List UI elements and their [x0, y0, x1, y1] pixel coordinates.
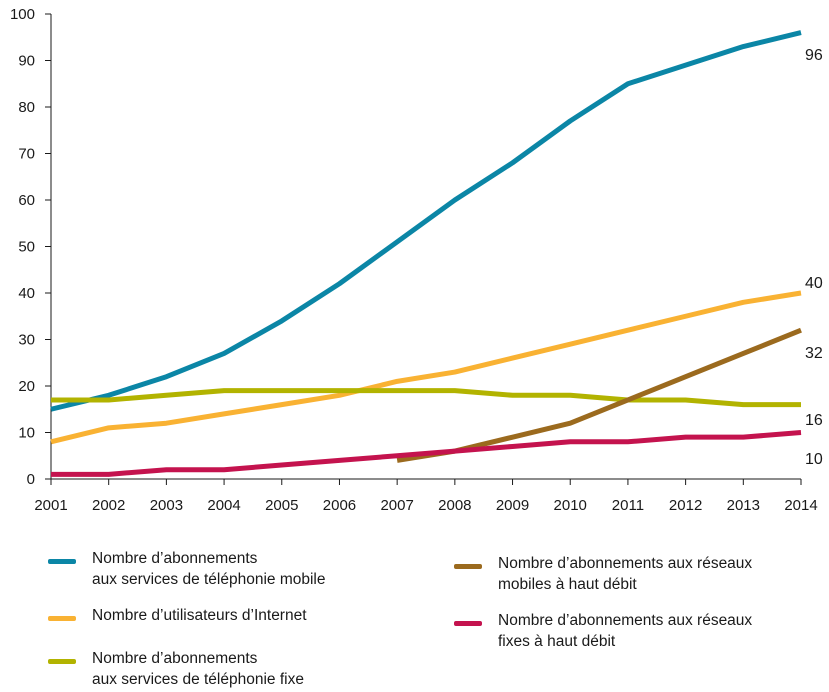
y-tick-label: 40: [18, 285, 35, 302]
x-tick-label: 2011: [612, 497, 644, 514]
y-tick-label: 100: [10, 6, 35, 23]
x-tick-label: 2009: [496, 497, 529, 514]
x-tick-label: 2007: [380, 497, 413, 514]
x-tick-label: 2013: [727, 497, 760, 514]
x-tick-label: 2003: [150, 497, 183, 514]
y-tick-label: 70: [18, 146, 35, 163]
series-line-0: [50, 30, 802, 412]
chart-axes: 0 10 20 30 40 50 60 70 80 90 100 2001 2002 2003 2004 20…: [10, 6, 818, 514]
y-tick-label: 80: [18, 99, 35, 116]
series-end-label-0: 96: [805, 47, 823, 64]
x-tick-label: 2010: [554, 497, 587, 514]
chart-end-labels: 96 40 16 32 10: [805, 47, 823, 468]
y-tick-label: 50: [18, 239, 35, 256]
x-tick-label: 2006: [323, 497, 356, 514]
x-tick-label: 2014: [784, 497, 817, 514]
x-tick-label: 2005: [265, 497, 298, 514]
x-tick-label: 2008: [438, 497, 471, 514]
series-end-label-2: 16: [805, 412, 823, 429]
y-tick-label: 90: [18, 53, 35, 70]
x-tick-label: 2002: [92, 497, 125, 514]
y-tick-label: 60: [18, 192, 35, 209]
series-end-label-1: 40: [805, 275, 823, 292]
series-end-label-3: 32: [805, 345, 823, 362]
y-tick-label: 10: [18, 425, 35, 442]
series-line-1: [50, 290, 802, 445]
y-tick-label: 30: [18, 332, 35, 349]
x-tick-label: 2012: [669, 497, 702, 514]
y-tick-label: 0: [27, 471, 35, 488]
series-end-label-4: 10: [805, 451, 823, 468]
x-tick-label: 2004: [207, 497, 240, 514]
x-tick-label: 2001: [34, 497, 67, 514]
series-line-4: [51, 430, 802, 477]
series-line-2: [51, 388, 801, 408]
y-tick-label: 20: [18, 378, 35, 395]
chart-series: [50, 30, 802, 477]
